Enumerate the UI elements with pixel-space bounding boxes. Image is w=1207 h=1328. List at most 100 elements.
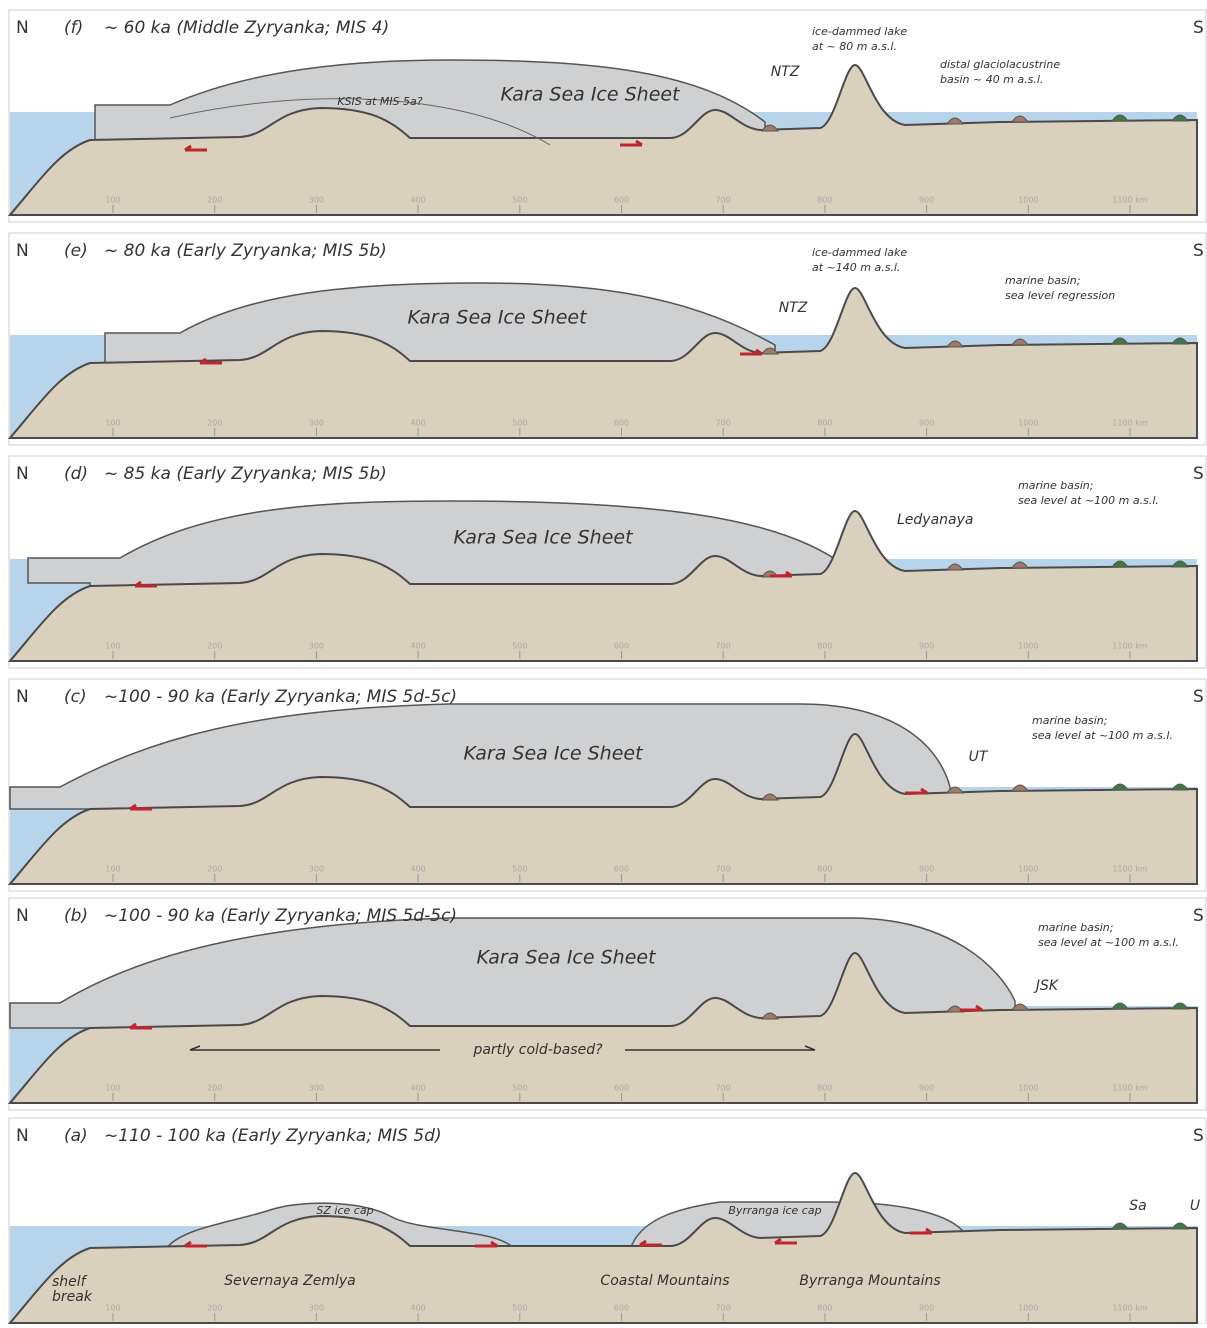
tick-label: 600 <box>614 642 629 651</box>
tick-label: 800 <box>817 1084 832 1093</box>
annotation: Kara Sea Ice Sheet <box>476 947 657 969</box>
tick-label: 800 <box>817 196 832 205</box>
tick-label: 1100 km <box>1112 865 1148 874</box>
tick-label: 200 <box>207 419 222 428</box>
annotation: NTZ <box>771 64 800 80</box>
panel-title: ~100 - 90 ka (Early Zyryanka; MIS 5d-5c) <box>104 687 457 707</box>
tick-label: 200 <box>207 196 222 205</box>
annotation: marine basin; <box>1018 479 1093 492</box>
tick-label: 100 <box>105 419 120 428</box>
north-label: N <box>16 18 29 38</box>
tick-label: 1100 km <box>1112 1304 1148 1313</box>
annotation: ice-dammed lake <box>812 246 907 259</box>
tick-label: 800 <box>817 419 832 428</box>
tick-label: 900 <box>919 196 934 205</box>
tick-label: 1100 km <box>1112 419 1148 428</box>
tick-label: 1000 <box>1018 1304 1038 1313</box>
panel: N(e)~ 80 ka (Early Zyryanka; MIS 5b)S100… <box>9 233 1206 445</box>
tick-label: 500 <box>512 419 527 428</box>
annotation: partly cold-based? <box>472 1042 603 1058</box>
tick-label: 700 <box>716 1084 731 1093</box>
tick-label: 200 <box>207 1084 222 1093</box>
tick-label: 500 <box>512 642 527 651</box>
north-label: N <box>16 464 29 484</box>
tick-label: 700 <box>716 865 731 874</box>
panel-title: ~ 85 ka (Early Zyryanka; MIS 5b) <box>104 464 387 484</box>
annotation: Byrranga Mountains <box>799 1273 940 1289</box>
tick-label: 1100 km <box>1112 1084 1148 1093</box>
panel: N(f)~ 60 ka (Middle Zyryanka; MIS 4)S100… <box>9 10 1206 222</box>
tick-label: 600 <box>614 196 629 205</box>
tick-label: 700 <box>716 196 731 205</box>
annotation: marine basin; <box>1032 714 1107 727</box>
tick-label: 1000 <box>1018 196 1038 205</box>
tick-label: 800 <box>817 1304 832 1313</box>
annotation: break <box>52 1289 93 1305</box>
tick-label: 100 <box>105 1304 120 1313</box>
panel: N (d) ~ 85 ka (Early Zyryanka; MIS 5b) S 100… <box>9 456 1206 668</box>
annotation: at ~140 m a.s.l. <box>812 261 901 274</box>
tick-label: 900 <box>919 1084 934 1093</box>
north-label: N <box>16 1126 29 1146</box>
panel-title: ~100 - 90 ka (Early Zyryanka; MIS 5d-5c) <box>104 906 457 926</box>
south-label: S <box>1193 906 1204 926</box>
annotation: UT <box>969 749 989 765</box>
panel-label: (d) <box>64 464 88 484</box>
south-label: S <box>1193 687 1204 707</box>
panel-label: (c) <box>64 687 87 707</box>
tick-label: 100 <box>105 642 120 651</box>
panel-label: (f) <box>64 18 83 38</box>
panel-title: ~110 - 100 ka (Early Zyryanka; MIS 5d) <box>104 1126 442 1146</box>
tick-label: 500 <box>512 1084 527 1093</box>
tick-label: 400 <box>410 419 425 428</box>
tick-label: 500 <box>512 1304 527 1313</box>
tick-label: 400 <box>410 196 425 205</box>
annotation: Kara Sea Ice Sheet <box>453 527 634 549</box>
north-label: N <box>16 687 29 707</box>
annotation: at ~ 80 m a.s.l. <box>812 40 897 53</box>
tick-label: 900 <box>919 419 934 428</box>
tick-label: 1100 km <box>1112 642 1148 651</box>
tick-label: 100 <box>105 865 120 874</box>
annotation: sea level at ~100 m a.s.l. <box>1032 729 1173 742</box>
tick-label: 600 <box>614 419 629 428</box>
tick-label: 200 <box>207 865 222 874</box>
annotation: JSK <box>1033 978 1060 994</box>
panel-label: (b) <box>64 906 88 926</box>
tick-label: 1000 <box>1018 1084 1038 1093</box>
panel: N(a)~110 - 100 ka (Early Zyryanka; MIS 5… <box>9 1118 1206 1324</box>
annotation: basin ~ 40 m a.s.l. <box>940 73 1043 86</box>
tick-label: 900 <box>919 1304 934 1313</box>
annotation: Ledyanaya <box>897 512 973 528</box>
tick-label: 900 <box>919 865 934 874</box>
annotation: Byrranga ice cap <box>728 1204 821 1217</box>
annotation: NTZ <box>779 300 808 316</box>
tick-label: 200 <box>207 642 222 651</box>
figure: N(f)~ 60 ka (Middle Zyryanka; MIS 4)S100… <box>0 0 1207 1324</box>
annotation: ice-dammed lake <box>812 25 907 38</box>
tick-label: 200 <box>207 1304 222 1313</box>
annotation: marine basin; <box>1005 274 1080 287</box>
tick-label: 700 <box>716 419 731 428</box>
annotation: sea level at ~100 m a.s.l. <box>1018 494 1159 507</box>
annotation: distal glaciolacustrine <box>940 58 1060 71</box>
annotation: Coastal Mountains <box>600 1273 729 1289</box>
tick-label: 800 <box>817 865 832 874</box>
tick-label: 500 <box>512 196 527 205</box>
annotation: Kara Sea Ice Sheet <box>407 307 588 329</box>
panel-label: (e) <box>64 241 88 261</box>
tick-label: 700 <box>716 642 731 651</box>
tick-label: 1000 <box>1018 865 1038 874</box>
north-label: N <box>16 241 29 261</box>
annotation: marine basin; <box>1038 921 1113 934</box>
tick-label: 900 <box>919 642 934 651</box>
annotation: KSIS at MIS 5a? <box>337 95 422 108</box>
tick-label: 600 <box>614 1304 629 1313</box>
tick-label: 800 <box>817 642 832 651</box>
annotation: sea level at ~100 m a.s.l. <box>1038 936 1179 949</box>
tick-label: 400 <box>410 1304 425 1313</box>
south-label: S <box>1193 18 1204 38</box>
annotation: U <box>1190 1198 1200 1214</box>
annotation: Sa <box>1129 1198 1146 1214</box>
south-label: S <box>1193 464 1204 484</box>
